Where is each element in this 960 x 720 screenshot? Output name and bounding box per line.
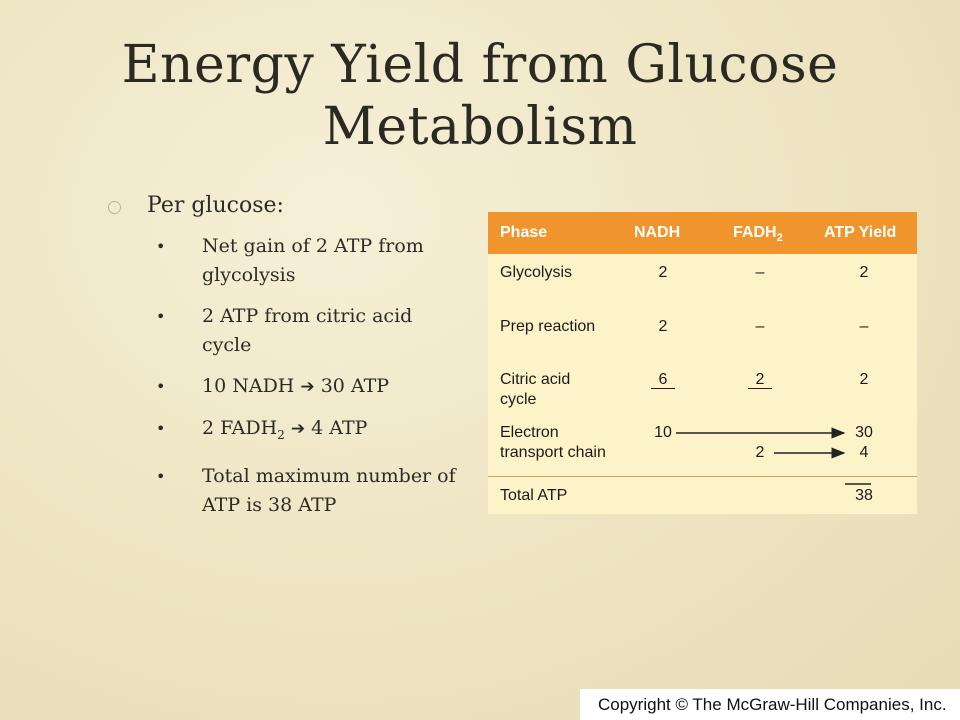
- row-atp: 2: [859, 371, 869, 388]
- row-fadh: –: [755, 264, 765, 281]
- sub-bullet-item: • Total maximum number of ATP is 38 ATP: [156, 462, 466, 520]
- sub-bullet-right: 30 ATP: [320, 375, 390, 397]
- header-fadh-sub: 2: [776, 232, 783, 245]
- row-atp-line2: 4: [859, 444, 869, 461]
- sub-bullet-text: Net gain of 2 ATP from glycolysis: [202, 235, 424, 286]
- sub-bullet-item: • 2 FADH2 ➔ 4 ATP: [156, 414, 466, 450]
- row-nadh: 10: [654, 424, 672, 441]
- row-atp: 2: [859, 264, 869, 281]
- row-fadh: 2: [740, 370, 780, 390]
- bullet-dot-icon: •: [156, 419, 166, 438]
- total-row: Total ATP 38: [488, 476, 917, 515]
- circle-bullet-icon: [108, 201, 121, 214]
- row-nadh-value: 6: [650, 371, 676, 389]
- header-nadh: NADH: [634, 224, 681, 241]
- row-phase: Citric acid cycle: [500, 370, 570, 410]
- sub-bullet-text: Total maximum number of ATP is 38 ATP: [202, 464, 456, 516]
- row-atp: –: [859, 318, 869, 335]
- slide-title-line1: Energy Yield from Glucose: [121, 35, 839, 95]
- total-value: 38: [855, 487, 873, 504]
- bullet-dot-icon: •: [156, 466, 166, 486]
- copyright-notice: Copyright © The McGraw-Hill Companies, I…: [580, 689, 960, 720]
- row-phase: Glycolysis: [500, 264, 573, 281]
- subscript: 2: [277, 427, 285, 442]
- sub-bullet-right: 4 ATP: [311, 417, 368, 439]
- sub-bullet-left: 2 FADH: [202, 417, 278, 439]
- sub-bullet-item: • 10 NADH ➔ 30 ATP: [156, 372, 466, 402]
- bullet-dot-icon: •: [156, 307, 166, 326]
- sub-bullet-text: 2 ATP from citric acid cycle: [202, 305, 413, 356]
- sub-bullet-left: 10 NADH: [202, 375, 295, 397]
- sub-bullet-item: • 2 ATP from citric acid cycle: [156, 302, 466, 360]
- slide-title-line2: Metabolism: [322, 97, 638, 157]
- header-phase: Phase: [500, 224, 548, 241]
- right-arrow-icon: ➔: [290, 419, 306, 439]
- row-nadh: 2: [658, 318, 668, 335]
- row-fadh-value: 2: [747, 371, 773, 389]
- row-phase-line2: transport chain: [500, 444, 606, 461]
- right-arrow-icon: ➔: [300, 377, 315, 397]
- header-atp: ATP Yield: [824, 224, 897, 241]
- total-label: Total ATP: [500, 487, 568, 504]
- arrows-overlay: [676, 427, 871, 485]
- header-fadh: FADH2: [733, 224, 783, 244]
- sub-bullet-list: • Net gain of 2 ATP from glycolysis • 2 …: [156, 232, 466, 532]
- slide-title: Energy Yield from Glucose Metabolism: [0, 34, 960, 158]
- row-fadh: 2: [755, 444, 765, 461]
- row-phase-line2: cycle: [500, 391, 537, 408]
- row-phase-line1: Electron: [500, 424, 559, 441]
- row-fadh: –: [755, 318, 765, 335]
- row-atp-line1: 30: [855, 424, 873, 441]
- row-nadh: 6: [643, 370, 683, 390]
- row-phase-line1: Citric acid: [500, 371, 571, 388]
- main-bullet: Per glucose:: [108, 193, 284, 218]
- row-phase: Prep reaction: [500, 318, 596, 335]
- main-bullet-text: Per glucose:: [147, 193, 284, 218]
- atp-table: Phase NADH FADH2 ATP Yield Glycolysis 2 …: [488, 212, 917, 514]
- header-fadh-text: FADH: [733, 224, 777, 241]
- row-phase: Electron transport chain: [500, 423, 606, 463]
- table-header: Phase NADH FADH2 ATP Yield: [488, 212, 917, 254]
- bullet-dot-icon: •: [156, 237, 166, 256]
- row-nadh: 2: [658, 264, 668, 281]
- bullet-dot-icon: •: [156, 377, 166, 396]
- sub-bullet-item: • Net gain of 2 ATP from glycolysis: [156, 232, 466, 290]
